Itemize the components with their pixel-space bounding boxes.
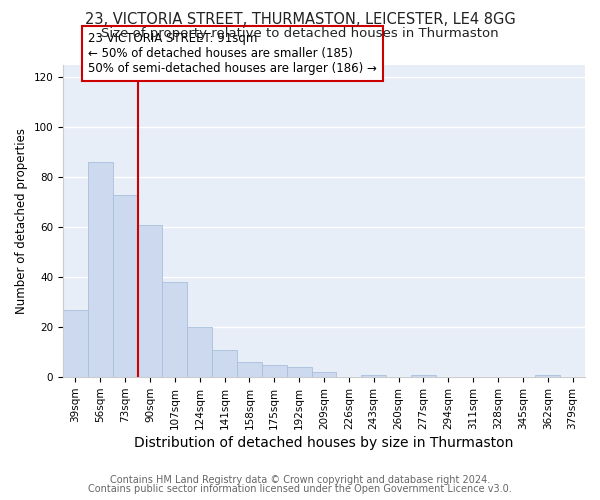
Bar bbox=[187, 328, 212, 377]
Text: Contains HM Land Registry data © Crown copyright and database right 2024.: Contains HM Land Registry data © Crown c… bbox=[110, 475, 490, 485]
Bar bbox=[88, 162, 113, 377]
Bar bbox=[237, 362, 262, 377]
Text: 23, VICTORIA STREET, THURMASTON, LEICESTER, LE4 8GG: 23, VICTORIA STREET, THURMASTON, LEICEST… bbox=[85, 12, 515, 28]
Bar bbox=[63, 310, 88, 377]
Bar bbox=[163, 282, 187, 377]
X-axis label: Distribution of detached houses by size in Thurmaston: Distribution of detached houses by size … bbox=[134, 436, 514, 450]
Bar bbox=[287, 367, 311, 377]
Y-axis label: Number of detached properties: Number of detached properties bbox=[15, 128, 28, 314]
Text: Contains public sector information licensed under the Open Government Licence v3: Contains public sector information licen… bbox=[88, 484, 512, 494]
Text: Size of property relative to detached houses in Thurmaston: Size of property relative to detached ho… bbox=[101, 28, 499, 40]
Bar bbox=[535, 374, 560, 377]
Bar bbox=[113, 195, 137, 377]
Bar bbox=[411, 374, 436, 377]
Bar bbox=[262, 364, 287, 377]
Bar bbox=[311, 372, 337, 377]
Bar bbox=[212, 350, 237, 377]
Bar bbox=[137, 225, 163, 377]
Text: 23 VICTORIA STREET: 91sqm
← 50% of detached houses are smaller (185)
50% of semi: 23 VICTORIA STREET: 91sqm ← 50% of detac… bbox=[88, 32, 377, 75]
Bar bbox=[361, 374, 386, 377]
